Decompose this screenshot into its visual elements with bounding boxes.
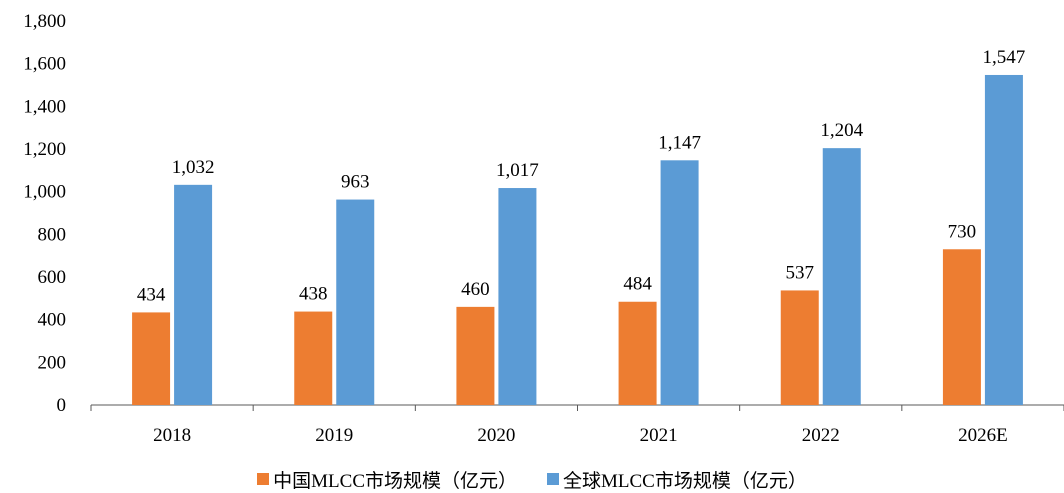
data-label: 1,204 [820,120,863,141]
y-tick-label: 1,000 [23,182,66,203]
data-label: 460 [461,279,490,300]
data-label: 1,017 [496,160,539,181]
bar-china [132,312,171,405]
bar-global [174,184,213,405]
y-tick-label: 0 [57,395,67,416]
x-tick-label: 2019 [315,425,353,446]
data-label: 1,547 [983,47,1026,68]
data-labels: 434 438 460 484 537 730 1,032 963 1,017 1,147 1,20… [137,47,1025,305]
bar-global [822,148,861,405]
legend-item-china: 中国MLCC市场规模（亿元） [257,466,517,493]
bar-china [780,290,819,405]
data-label: 434 [137,284,166,305]
data-label: 484 [623,274,652,295]
y-tick-label: 1,600 [23,54,66,75]
bar-global [660,160,699,405]
bar-china [456,306,495,405]
data-label: 963 [341,172,370,193]
bar-china [942,249,981,405]
legend-swatch-china [257,473,270,485]
y-axis: 0 200 400 600 800 1,000 1,200 1,400 1,600 1,800 [23,11,66,416]
x-tick-label: 2022 [802,425,840,446]
x-tick-label: 2021 [640,425,678,446]
bar-global [984,74,1023,406]
y-tick-label: 400 [38,310,67,331]
x-tick-label: 2018 [153,425,191,446]
y-tick-label: 1,200 [23,139,66,160]
x-tick-label: 2020 [477,425,515,446]
legend-item-global: 全球MLCC市场规模（亿元） [547,466,807,493]
y-tick-label: 1,400 [23,96,66,117]
legend: 中国MLCC市场规模（亿元） 全球MLCC市场规模（亿元） [0,466,1064,492]
bars [132,74,1023,406]
x-axis: 2018 2019 2020 2021 2022 2026E [90,404,1064,446]
legend-swatch-global [547,473,559,485]
bar-global [336,199,375,405]
x-tick-label: 2026E [958,425,1008,446]
bar-global [498,188,537,405]
data-label: 1,032 [172,157,215,178]
y-tick-label: 1,800 [23,11,66,32]
data-label: 730 [948,221,977,242]
bar-china [618,301,657,405]
data-label: 537 [786,262,815,283]
legend-label-china: 中国MLCC市场规模（亿元） [273,470,517,492]
bar-china [294,311,333,405]
legend-label-global: 全球MLCC市场规模（亿元） [563,470,807,492]
data-label: 438 [299,284,328,305]
y-tick-label: 200 [38,352,67,373]
y-tick-label: 800 [38,224,67,245]
y-tick-label: 600 [38,267,67,288]
data-label: 1,147 [658,132,701,153]
